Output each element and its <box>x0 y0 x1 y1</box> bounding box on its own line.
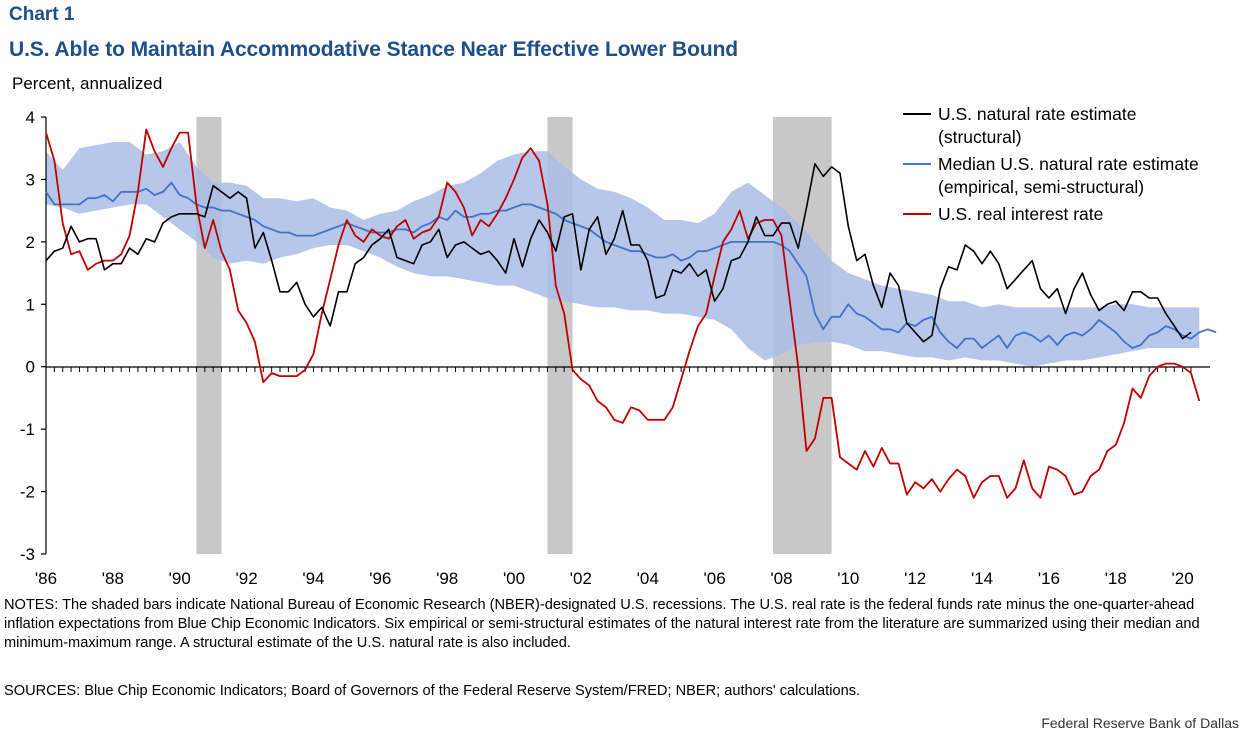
x-tick-label: '04 <box>637 569 659 588</box>
x-tick-label: '08 <box>770 569 792 588</box>
y-tick-label: -2 <box>20 483 35 502</box>
x-tick-label: '16 <box>1038 569 1060 588</box>
line-chart: 4 3 2 1 0 -1 -2 -3'86 '88 '90 '92 '94 '96 '98 '00 '02 '0… <box>20 104 1217 588</box>
y-axis-unit-label: Percent, annualized <box>12 74 163 93</box>
legend-label: (empirical, semi-structural) <box>938 177 1144 197</box>
x-tick-label: '90 <box>169 569 191 588</box>
y-tick-label: 3 <box>26 170 35 189</box>
range-band <box>46 142 1200 367</box>
axes: 4 3 2 1 0 -1 -2 -3'86 '88 '90 '92 '94 '96 '98 '00 '02 '0… <box>20 108 1210 588</box>
series-line-structural <box>45 163 1192 343</box>
legend-label: Median U.S. natural rate estimate <box>938 154 1199 174</box>
legend-label: (structural) <box>938 127 1022 147</box>
x-tick-label: '98 <box>436 569 458 588</box>
chart-sources: SOURCES: Blue Chip Economic Indicators; … <box>4 683 861 699</box>
x-tick-label: '94 <box>302 569 324 588</box>
y-tick-label: 1 <box>26 295 35 314</box>
series-line-median <box>45 181 1217 349</box>
x-tick-label: '00 <box>503 569 525 588</box>
publisher-credit: Federal Reserve Bank of Dallas <box>1041 715 1239 731</box>
y-tick-label: -3 <box>20 545 35 564</box>
chart-title: U.S. Able to Maintain Accommodative Stan… <box>9 38 739 61</box>
x-tick-label: '02 <box>570 569 592 588</box>
legend: U.S. natural rate estimate (structural) Me… <box>903 104 1199 224</box>
y-tick-label: 2 <box>26 233 35 252</box>
chart-notes: NOTES: The shaded bars indicate National… <box>4 597 1200 651</box>
x-tick-label: '18 <box>1105 569 1127 588</box>
x-tick-label: '96 <box>369 569 391 588</box>
x-tick-label: '92 <box>236 569 258 588</box>
series-lines <box>45 128 1217 499</box>
range-band-area <box>46 142 1200 367</box>
legend-label: U.S. natural rate estimate <box>938 104 1136 124</box>
series-line-real-rate <box>45 128 1201 499</box>
y-tick-label: 4 <box>26 108 35 127</box>
y-tick-label: 0 <box>26 358 35 377</box>
y-tick-label: -1 <box>20 420 35 439</box>
x-tick-label: '86 <box>35 569 57 588</box>
chart-label: Chart 1 <box>9 4 75 25</box>
x-tick-label: '88 <box>102 569 124 588</box>
legend-label: U.S. real interest rate <box>938 204 1103 224</box>
x-tick-label: '14 <box>971 569 993 588</box>
x-tick-label: '12 <box>904 569 926 588</box>
x-tick-label: '10 <box>837 569 859 588</box>
x-tick-label: '06 <box>704 569 726 588</box>
x-tick-label: '20 <box>1172 569 1194 588</box>
